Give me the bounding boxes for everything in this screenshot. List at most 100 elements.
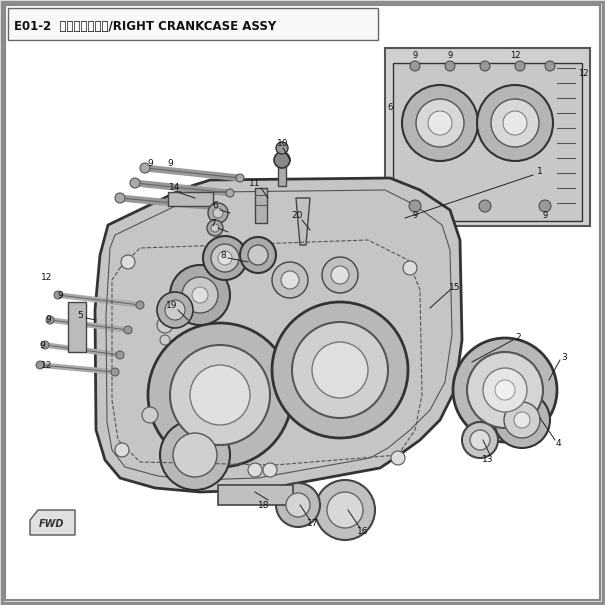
Circle shape (312, 342, 368, 398)
Text: 12: 12 (41, 361, 53, 370)
Circle shape (236, 174, 244, 182)
Text: 15: 15 (450, 283, 461, 292)
Circle shape (116, 351, 124, 359)
Text: 9: 9 (57, 290, 63, 299)
Circle shape (46, 316, 54, 324)
Text: 9: 9 (413, 212, 417, 220)
Bar (278, 158, 286, 186)
Circle shape (226, 189, 234, 197)
Text: 11: 11 (249, 178, 261, 188)
Circle shape (36, 361, 44, 369)
Text: 13: 13 (482, 456, 494, 465)
Circle shape (165, 300, 185, 320)
Polygon shape (296, 198, 310, 245)
Text: 9: 9 (147, 159, 153, 168)
Circle shape (142, 407, 158, 423)
Bar (168, 192, 213, 206)
Bar (68, 302, 86, 352)
Circle shape (160, 335, 170, 345)
Circle shape (477, 85, 553, 161)
Text: 9: 9 (45, 315, 51, 324)
Bar (467, 355, 479, 410)
Circle shape (115, 193, 125, 203)
Bar (393, 63, 582, 221)
Text: 6: 6 (387, 103, 393, 113)
Circle shape (124, 326, 132, 334)
Circle shape (248, 245, 268, 265)
Circle shape (286, 493, 310, 517)
Circle shape (248, 463, 262, 477)
Circle shape (331, 266, 349, 284)
Circle shape (211, 203, 219, 211)
Circle shape (409, 200, 421, 212)
Circle shape (514, 412, 530, 428)
Circle shape (470, 430, 490, 450)
Circle shape (211, 224, 219, 232)
Text: 9: 9 (413, 50, 417, 59)
Text: 17: 17 (307, 518, 319, 528)
Circle shape (503, 111, 527, 135)
Text: 10: 10 (277, 139, 289, 148)
Circle shape (157, 292, 193, 328)
Circle shape (121, 255, 135, 269)
Circle shape (403, 261, 417, 275)
Text: 7: 7 (210, 220, 216, 229)
Text: 5: 5 (77, 310, 83, 319)
Text: 8: 8 (220, 250, 226, 260)
Circle shape (445, 61, 455, 71)
Text: FWD: FWD (39, 519, 65, 529)
Text: 9: 9 (167, 159, 173, 168)
Circle shape (207, 220, 223, 236)
Circle shape (190, 365, 250, 425)
Circle shape (272, 302, 408, 438)
Circle shape (467, 352, 543, 428)
Text: 3: 3 (561, 353, 567, 362)
Circle shape (182, 277, 218, 313)
Text: 19: 19 (166, 301, 178, 310)
Circle shape (327, 492, 363, 528)
Circle shape (170, 345, 270, 445)
Text: E01-2  右曲轴算分总成/RIGHT CRANKCASE ASSY: E01-2 右曲轴算分总成/RIGHT CRANKCASE ASSY (14, 19, 276, 33)
Circle shape (504, 402, 540, 438)
Circle shape (453, 338, 557, 442)
Circle shape (515, 61, 525, 71)
Circle shape (203, 236, 247, 280)
Circle shape (136, 301, 144, 309)
Circle shape (130, 178, 140, 188)
Circle shape (160, 420, 230, 490)
Circle shape (272, 262, 308, 298)
Circle shape (211, 244, 239, 272)
Circle shape (213, 208, 223, 218)
Bar (8, 8, 378, 40)
Circle shape (240, 237, 276, 273)
Text: 9: 9 (39, 341, 45, 350)
Bar (385, 48, 590, 226)
Polygon shape (30, 510, 75, 535)
Circle shape (479, 200, 491, 212)
Circle shape (173, 433, 217, 477)
Circle shape (192, 287, 208, 303)
Circle shape (402, 85, 478, 161)
Text: 14: 14 (169, 183, 181, 192)
Circle shape (462, 422, 498, 458)
Circle shape (281, 271, 299, 289)
Text: 9: 9 (447, 50, 453, 59)
Circle shape (274, 152, 290, 168)
Text: 4: 4 (555, 439, 561, 448)
Polygon shape (95, 178, 462, 492)
Circle shape (140, 163, 150, 173)
Circle shape (491, 99, 539, 147)
Circle shape (539, 200, 551, 212)
Circle shape (292, 322, 388, 418)
Circle shape (315, 480, 375, 540)
Text: 2: 2 (515, 333, 521, 341)
Text: 20: 20 (292, 211, 302, 220)
Text: 12: 12 (41, 273, 53, 283)
Circle shape (54, 291, 62, 299)
Text: 1: 1 (537, 168, 543, 177)
Circle shape (391, 451, 405, 465)
Circle shape (218, 251, 232, 265)
Circle shape (263, 463, 277, 477)
Text: 12: 12 (510, 51, 520, 60)
Circle shape (545, 61, 555, 71)
